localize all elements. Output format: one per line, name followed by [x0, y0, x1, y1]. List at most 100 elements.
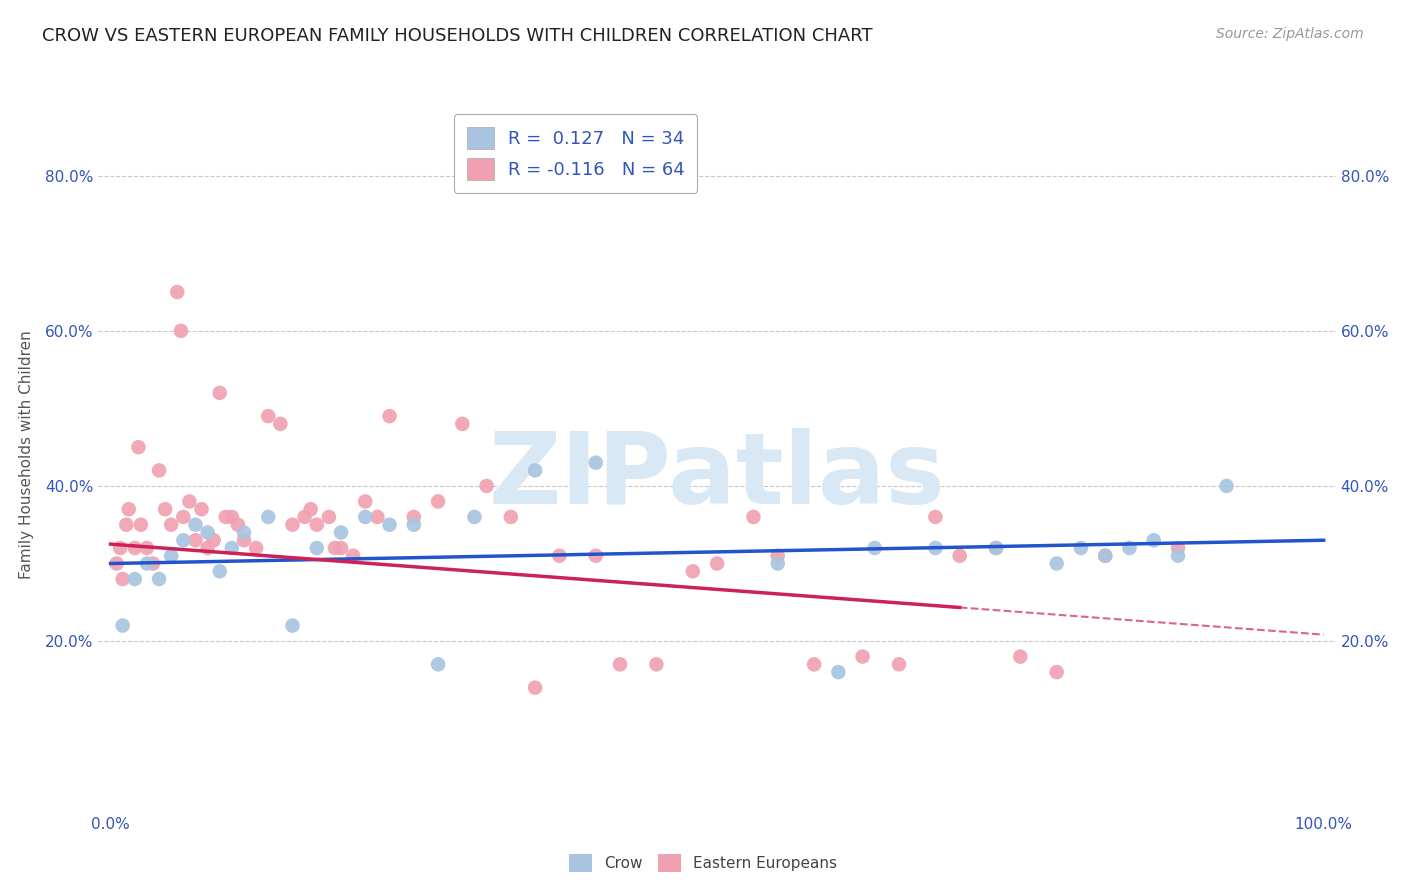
Point: [172, 510, 194, 524]
Point: [124, 541, 146, 555]
Legend: R =  0.127   N = 34, R = -0.116   N = 64: R = 0.127 N = 34, R = -0.116 N = 64: [454, 114, 697, 193]
Point: [427, 494, 450, 508]
Point: [305, 541, 328, 555]
Point: [257, 510, 280, 524]
Point: [1010, 649, 1032, 664]
Point: [184, 533, 207, 548]
Point: [299, 502, 322, 516]
Point: [118, 502, 141, 516]
Point: [245, 541, 267, 555]
Point: [221, 541, 243, 555]
Point: [269, 417, 291, 431]
Point: [949, 549, 972, 563]
Point: [402, 517, 425, 532]
Point: [281, 517, 304, 532]
Point: [172, 533, 194, 548]
Point: [499, 510, 522, 524]
Point: [548, 549, 571, 563]
Point: [226, 517, 249, 532]
Point: [1167, 549, 1189, 563]
Point: [524, 681, 547, 695]
Point: [281, 618, 304, 632]
Point: [115, 517, 138, 532]
Text: CROW VS EASTERN EUROPEAN FAMILY HOUSEHOLDS WITH CHILDREN CORRELATION CHART: CROW VS EASTERN EUROPEAN FAMILY HOUSEHOL…: [42, 27, 873, 45]
Point: [475, 479, 498, 493]
Point: [1094, 549, 1116, 563]
Point: [179, 494, 201, 508]
Point: [110, 541, 132, 555]
Point: [1046, 557, 1069, 571]
Point: [305, 517, 328, 532]
Point: [852, 649, 875, 664]
Point: [766, 549, 789, 563]
Point: [153, 502, 176, 516]
Point: [215, 510, 238, 524]
Point: [111, 572, 134, 586]
Point: [197, 525, 219, 540]
Point: [1118, 541, 1140, 555]
Point: [160, 549, 183, 563]
Point: [984, 541, 1007, 555]
Point: [451, 417, 474, 431]
Legend: Crow, Eastern Europeans: Crow, Eastern Europeans: [561, 846, 845, 880]
Point: [354, 510, 377, 524]
Point: [160, 517, 183, 532]
Point: [366, 510, 388, 524]
Point: [166, 285, 188, 299]
Point: [148, 463, 170, 477]
Point: [124, 572, 146, 586]
Point: [127, 440, 149, 454]
Point: [342, 549, 364, 563]
Point: [208, 385, 231, 400]
Point: [1046, 665, 1069, 679]
Point: [682, 564, 704, 578]
Point: [202, 533, 225, 548]
Point: [1167, 541, 1189, 555]
Point: [184, 517, 207, 532]
Point: [803, 657, 825, 672]
Point: [524, 463, 547, 477]
Point: [378, 517, 401, 532]
Point: [585, 549, 607, 563]
Point: [208, 564, 231, 578]
Point: [827, 665, 849, 679]
Point: [402, 510, 425, 524]
Point: [645, 657, 668, 672]
Point: [924, 541, 946, 555]
Point: [1094, 549, 1116, 563]
Point: [1070, 541, 1092, 555]
Point: [136, 541, 159, 555]
Point: [378, 409, 401, 424]
Text: ZIPatlas: ZIPatlas: [489, 428, 945, 524]
Point: [190, 502, 212, 516]
Point: [887, 657, 910, 672]
Point: [233, 533, 256, 548]
Point: [354, 494, 377, 508]
Point: [330, 525, 353, 540]
Point: [742, 510, 765, 524]
Point: [1215, 479, 1237, 493]
Point: [148, 572, 170, 586]
Point: [136, 557, 159, 571]
Point: [330, 541, 353, 555]
Y-axis label: Family Households with Children: Family Households with Children: [18, 331, 34, 579]
Text: Source: ZipAtlas.com: Source: ZipAtlas.com: [1216, 27, 1364, 41]
Point: [766, 557, 789, 571]
Point: [221, 510, 243, 524]
Point: [170, 324, 193, 338]
Point: [233, 525, 256, 540]
Point: [924, 510, 946, 524]
Point: [863, 541, 886, 555]
Point: [142, 557, 165, 571]
Point: [105, 557, 128, 571]
Point: [1143, 533, 1166, 548]
Point: [323, 541, 346, 555]
Point: [318, 510, 340, 524]
Point: [257, 409, 280, 424]
Point: [585, 456, 607, 470]
Point: [984, 541, 1007, 555]
Point: [463, 510, 485, 524]
Point: [609, 657, 631, 672]
Point: [197, 541, 219, 555]
Point: [427, 657, 450, 672]
